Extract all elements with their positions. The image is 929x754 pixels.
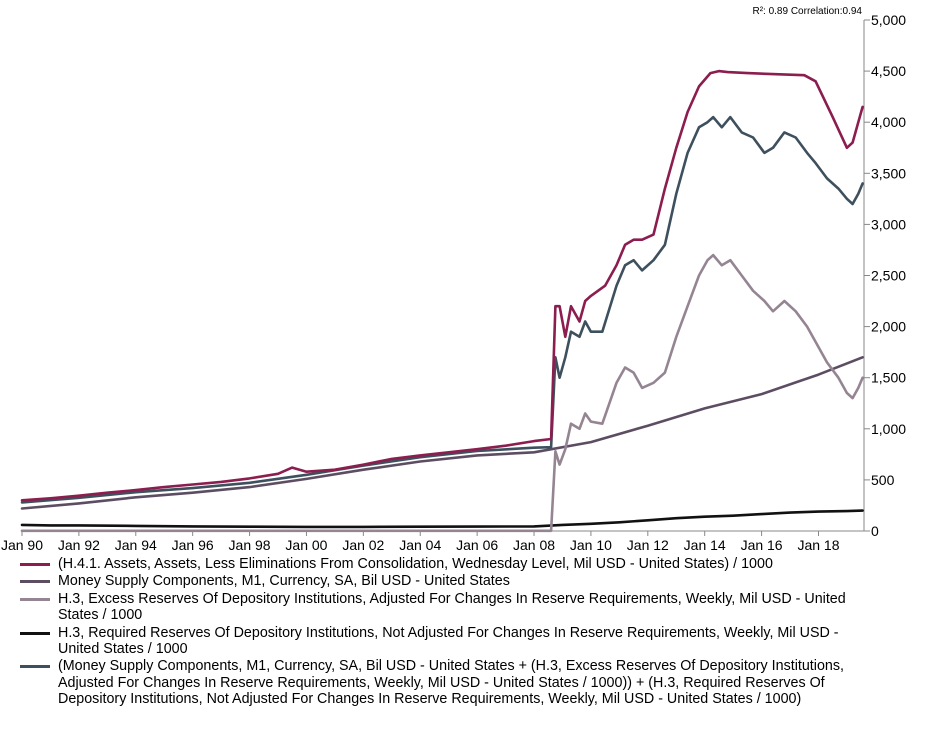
x-tick-label: Jan 10 [570, 537, 612, 553]
series-line-3 [20, 253, 864, 533]
y-tick-label: 4,500 [871, 63, 906, 79]
x-tick-label: Jan 18 [797, 537, 839, 553]
stats-text: R²: 0.89 Correlation:0.94 [752, 6, 862, 17]
x-tick-label: Jan 06 [456, 537, 498, 553]
y-tick-label: 4,000 [871, 114, 906, 130]
series-line-1 [20, 69, 864, 502]
x-tick-label: Jan 94 [115, 537, 157, 553]
legend-item-1: (H.4.1. Assets, Assets, Less Elimination… [20, 556, 900, 572]
chart: 0 500 1,000 1,500 2,000 2,500 3,000 3,500 4,000 4… [1, 12, 906, 553]
series-line-4 [20, 509, 864, 529]
y-tick-label: 1,500 [871, 370, 906, 386]
legend-item-2: Money Supply Components, M1, Currency, S… [20, 573, 900, 589]
y-tick-label: 2,000 [871, 319, 906, 335]
legend-item-3: H.3, Excess Reserves Of Depository Insti… [20, 591, 900, 624]
x-tick-label: Jan 12 [627, 537, 669, 553]
legend-swatch [20, 665, 50, 669]
y-tick-label: 1,000 [871, 421, 906, 437]
x-tick-label: Jan 98 [229, 537, 271, 553]
y-tick-label: 500 [871, 472, 895, 488]
legend-label: (Money Supply Components, M1, Currency, … [58, 658, 844, 708]
legend-swatch [20, 563, 50, 566]
x-tick-label: Jan 04 [399, 537, 441, 553]
x-tick-label: Jan 92 [58, 537, 100, 553]
x-tick-label: Jan 14 [684, 537, 726, 553]
series-line-2 [20, 355, 864, 510]
legend: (H.4.1. Assets, Assets, Less Elimination… [20, 556, 900, 709]
x-axis: Jan 90 Jan 92 Jan 94 Jan 96 Jan 98 Jan 00 Jan … [1, 530, 864, 553]
y-tick-label: 3,500 [871, 165, 906, 181]
x-tick-label: Jan 00 [285, 537, 327, 553]
y-tick-label: 2,500 [871, 268, 906, 284]
legend-swatch [20, 631, 50, 635]
x-tick-label: Jan 96 [172, 537, 214, 553]
x-tick-label: Jan 02 [342, 537, 384, 553]
legend-label: (H.4.1. Assets, Assets, Less Elimination… [58, 556, 773, 572]
x-tick-label: Jan 90 [1, 537, 43, 553]
legend-label: H.3, Excess Reserves Of Depository Insti… [58, 590, 846, 624]
series-layer [20, 69, 864, 533]
x-tick-label: Jan 16 [741, 537, 783, 553]
y-tick-label: 5,000 [871, 12, 906, 28]
legend-label: H.3, Required Reserves Of Depository Ins… [58, 624, 839, 658]
legend-swatch [20, 580, 50, 584]
legend-item-5: (Money Supply Components, M1, Currency, … [20, 658, 900, 707]
x-tick-label: Jan 08 [513, 537, 555, 553]
legend-item-4: H.3, Required Reserves Of Depository Ins… [20, 625, 900, 658]
y-axis: 0 500 1,000 1,500 2,000 2,500 3,000 3,500 4,000 4… [863, 12, 906, 539]
y-tick-label: 0 [871, 523, 879, 539]
legend-swatch [20, 597, 50, 601]
legend-label: Money Supply Components, M1, Currency, S… [58, 573, 510, 590]
series-line-5 [20, 115, 864, 504]
y-tick-label: 3,000 [871, 216, 906, 232]
